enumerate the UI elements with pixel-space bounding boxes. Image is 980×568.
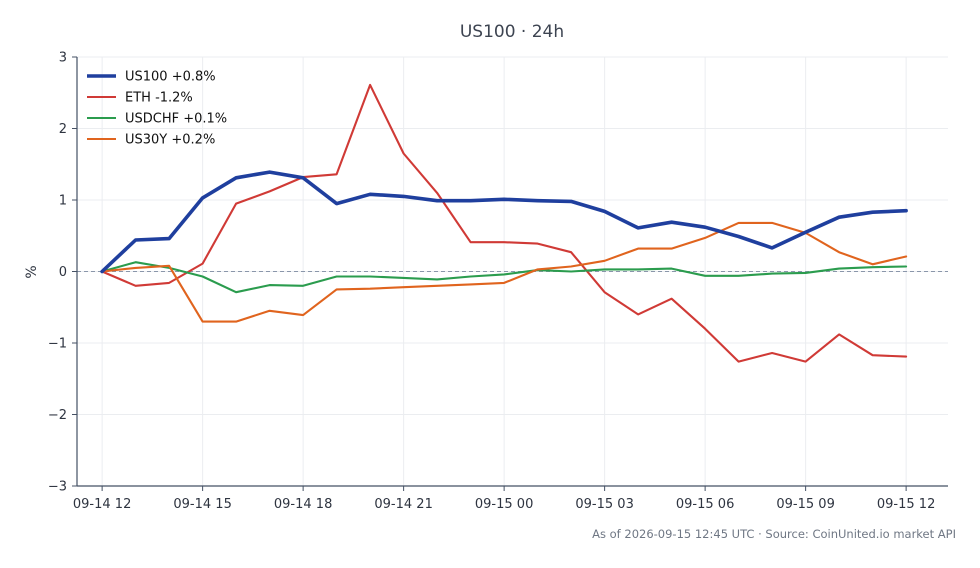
x-tick-label-0: 09-14 12: [73, 497, 131, 512]
y-tick-label-4: 1: [59, 194, 67, 209]
y-tick-label-1: −2: [48, 408, 67, 423]
y-tick-label-0: −3: [48, 480, 67, 495]
legend-label-0: US100 +0.8%: [125, 70, 216, 85]
series-line-1: [101, 83, 908, 363]
series-line-0: [100, 170, 908, 274]
x-tick-label-8: 09-15 12: [877, 497, 935, 512]
y-tick-label-2: −1: [48, 337, 67, 352]
y-tick-label-3: 0: [59, 265, 67, 280]
legend-label-2: USDCHF +0.1%: [125, 112, 227, 127]
x-tick-label-4: 09-15 00: [475, 497, 533, 512]
y-axis-label: %: [24, 265, 40, 278]
series-line-3: [101, 221, 908, 323]
x-tick-label-5: 09-15 03: [575, 497, 633, 512]
footnote: As of 2026-09-15 12:45 UTC · Source: Coi…: [592, 527, 956, 541]
x-axis-ticks: 09-14 12 09-14 15 09-14 18 09-14 21 09-15 00…: [73, 486, 935, 512]
series-lines: [100, 83, 908, 363]
x-tick-label-7: 09-15 09: [776, 497, 834, 512]
x-tick-label-2: 09-14 18: [274, 497, 332, 512]
y-axis-ticks: −3 −2 −1 0 1 2 3: [48, 51, 77, 495]
series-line-2: [101, 261, 908, 294]
y-tick-label-5: 2: [59, 122, 67, 137]
x-tick-label-6: 09-15 06: [676, 497, 734, 512]
chart-title: US100 · 24h: [460, 22, 564, 42]
legend-label-3: US30Y +0.2%: [125, 133, 215, 148]
x-tick-label-1: 09-14 15: [173, 497, 231, 512]
legend-label-1: ETH -1.2%: [125, 91, 193, 106]
x-tick-label-3: 09-14 21: [374, 497, 432, 512]
y-tick-label-6: 3: [59, 51, 67, 66]
legend: US100 +0.8% ETH -1.2% USDCHF +0.1% US30Y +0…: [87, 70, 227, 148]
